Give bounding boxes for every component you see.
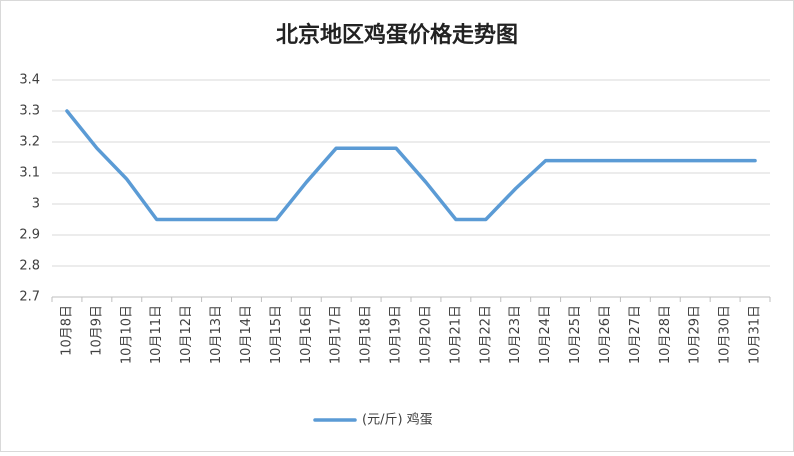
x-tick-label: 10月18日 <box>359 305 374 364</box>
y-tick-label: 2.8 <box>19 259 40 274</box>
x-tick-label: 10月16日 <box>299 305 314 364</box>
x-tick-label: 10月15日 <box>269 305 284 364</box>
x-tick-label: 10月23日 <box>508 305 523 364</box>
legend-label: (元/斤) 鸡蛋 <box>362 412 433 428</box>
x-tick-label: 10月11日 <box>149 305 164 364</box>
x-tick-label: 10月10日 <box>119 305 134 364</box>
x-tick-label: 10月14日 <box>239 305 254 364</box>
x-tick-label: 10月22日 <box>478 305 493 364</box>
x-tick-label: 10月17日 <box>329 305 344 364</box>
y-tick-label: 3 <box>32 197 40 212</box>
x-tick-label: 10月26日 <box>598 305 613 364</box>
x-tick-label: 10月24日 <box>538 305 553 364</box>
y-tick-label: 3.2 <box>19 135 40 150</box>
x-tick-label: 10月20日 <box>418 305 433 364</box>
x-tick-label: 10月9日 <box>89 305 104 356</box>
x-tick-label: 10月8日 <box>59 305 74 356</box>
chart-title: 北京地区鸡蛋价格走势图 <box>276 22 518 48</box>
x-tick-label: 10月30日 <box>718 305 733 364</box>
x-tick-label: 10月19日 <box>389 305 404 364</box>
series-line <box>65 109 757 222</box>
y-tick-label: 3.3 <box>19 104 40 119</box>
x-tick-label: 10月29日 <box>688 305 703 364</box>
y-tick-label: 2.9 <box>19 228 40 243</box>
x-tick-label: 10月21日 <box>448 305 463 364</box>
x-tick-label: 10月28日 <box>658 305 673 364</box>
x-tick-label: 10月27日 <box>628 305 643 364</box>
y-tick-label: 2.7 <box>19 290 40 305</box>
y-tick-label: 3.4 <box>19 73 40 88</box>
x-tick-label: 10月31日 <box>748 305 763 364</box>
x-tick-label: 10月12日 <box>179 305 194 364</box>
x-tick-label: 10月25日 <box>568 305 583 364</box>
x-tick-label: 10月13日 <box>209 305 224 364</box>
y-tick-label: 3.1 <box>19 166 40 181</box>
